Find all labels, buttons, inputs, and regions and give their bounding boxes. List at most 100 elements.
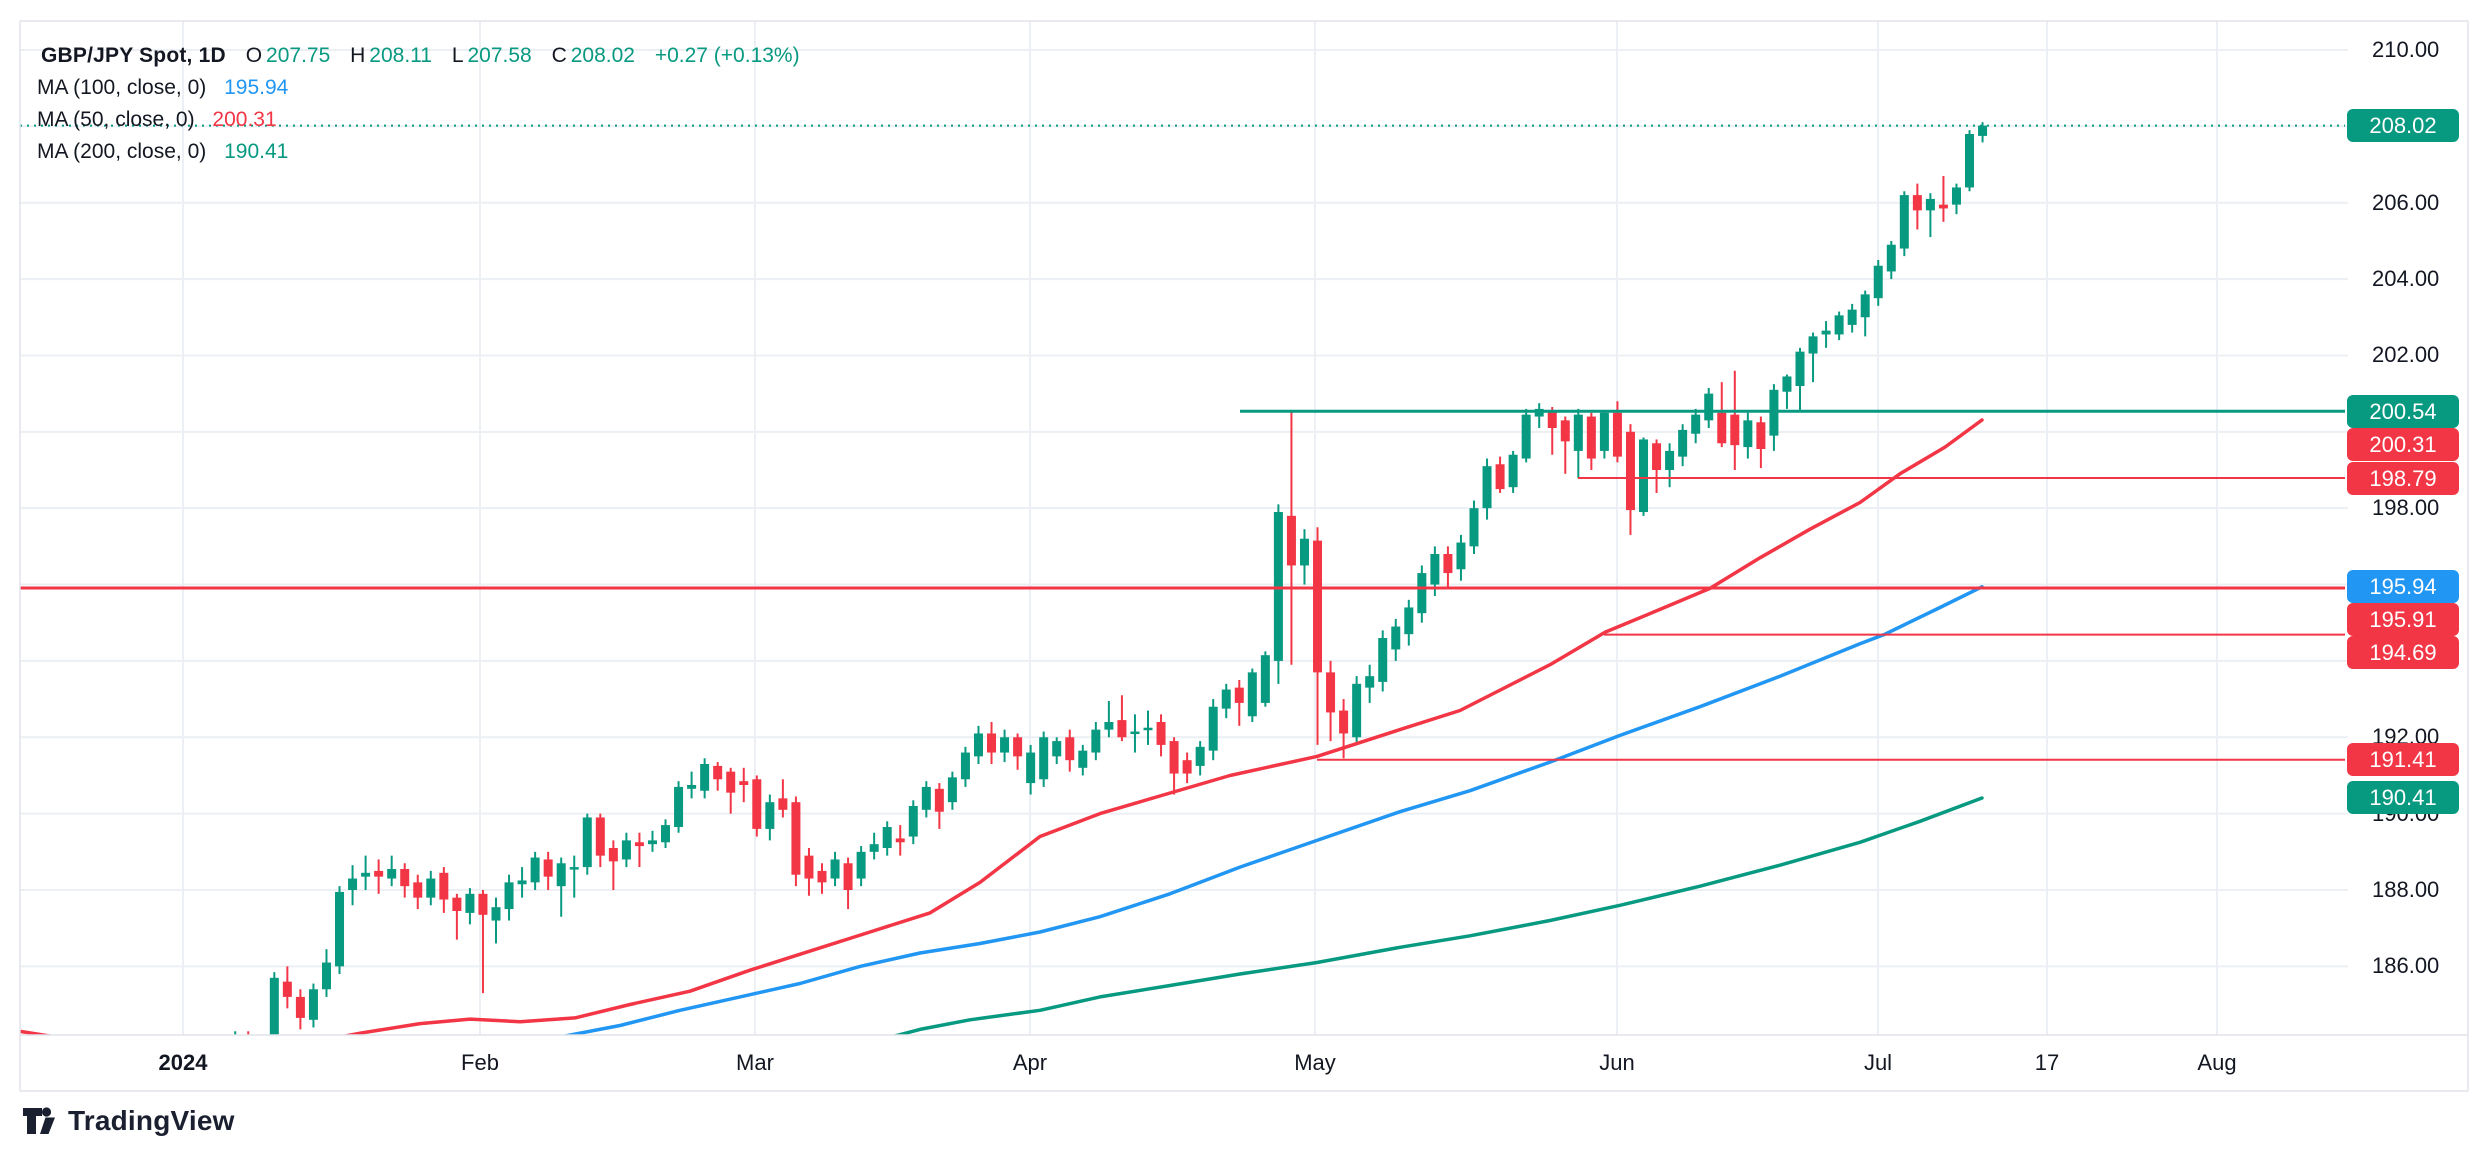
- tradingview-logo-text: TradingView: [68, 1105, 235, 1136]
- ma200-value: 190.41: [224, 140, 289, 163]
- time-tick-Feb: Feb: [461, 1050, 499, 1075]
- candle-body: [1808, 336, 1818, 354]
- price-tick-label: 210.00: [2372, 37, 2440, 62]
- candle-body: [1795, 351, 1805, 386]
- candle-body: [1443, 553, 1453, 574]
- candle-body: [1756, 422, 1766, 449]
- candle-body: [1026, 752, 1036, 784]
- price-badge-194.69: 194.69: [2347, 636, 2459, 670]
- candle-body: [1208, 706, 1218, 751]
- candle-body: [1156, 721, 1166, 745]
- candle-body: [713, 765, 723, 780]
- ma-line-ma100[interactable]: [500, 585, 1984, 1047]
- candle-body: [1925, 198, 1935, 211]
- candle-body: [1078, 750, 1088, 768]
- candle-body: [335, 891, 345, 967]
- candle-body: [804, 855, 814, 879]
- price-badge-208.02: 208.02: [2347, 109, 2459, 143]
- symbol-title[interactable]: GBP/JPY Spot, 1D: [41, 44, 226, 67]
- candle-body: [1104, 721, 1114, 730]
- time-tick-May: May: [1294, 1050, 1336, 1075]
- candle-body: [1130, 731, 1140, 735]
- candle-body: [348, 878, 358, 890]
- candle-body: [1599, 412, 1609, 451]
- candle-body: [765, 802, 775, 829]
- candle-body: [700, 763, 710, 791]
- candle-body: [1886, 244, 1896, 272]
- candle-body: [1469, 508, 1479, 547]
- symbol-row[interactable]: GBP/JPY Spot, 1D O 207.75 H 208.11 L 207.58…: [37, 40, 800, 72]
- close-label: C: [551, 44, 567, 67]
- candle-body: [439, 872, 449, 900]
- candle-body: [244, 1035, 253, 1046]
- candle-body: [869, 844, 879, 852]
- candle-body: [374, 870, 384, 877]
- candle-body: [778, 798, 788, 810]
- candle-body: [1652, 443, 1662, 470]
- candle-body: [1534, 408, 1544, 417]
- ma-layer: [20, 418, 1984, 1052]
- candle-body: [739, 781, 749, 785]
- candle-body: [1691, 414, 1701, 434]
- candle-body: [595, 817, 605, 856]
- candle-body: [361, 872, 371, 877]
- candle-body: [1912, 195, 1922, 211]
- candle-body: [387, 868, 397, 879]
- candle-body: [1782, 376, 1792, 392]
- ma50-row[interactable]: MA (50, close, 0) 200.31: [37, 104, 800, 136]
- price-tick-label: 198.00: [2372, 495, 2440, 521]
- candle-body: [843, 863, 853, 890]
- candle-body: [1313, 540, 1323, 673]
- candle-body: [856, 851, 866, 879]
- candle-body: [1704, 393, 1714, 421]
- candle-body: [973, 733, 983, 757]
- candle-body: [426, 878, 436, 898]
- candle-body: [1978, 125, 1988, 136]
- candle-body: [1508, 454, 1518, 488]
- low-value: 207.58: [467, 44, 532, 67]
- candle-body: [1665, 450, 1675, 470]
- candle-body: [1143, 727, 1153, 731]
- candle-body: [517, 880, 527, 885]
- candle-body: [1391, 626, 1401, 650]
- candle-body: [1378, 637, 1388, 682]
- candle-body: [687, 784, 697, 789]
- ma-line-ma200[interactable]: [862, 796, 1984, 1045]
- candle-body: [295, 996, 305, 1018]
- price-tick-label: 202.00: [2372, 342, 2440, 368]
- candle-body: [413, 882, 423, 898]
- candle-body: [1286, 515, 1296, 566]
- candle-body: [1326, 672, 1336, 713]
- candle-body: [608, 847, 618, 862]
- low-label: L: [451, 44, 464, 67]
- time-tick-Jun: Jun: [1599, 1050, 1635, 1075]
- candle-body: [1430, 553, 1440, 585]
- candle-body: [934, 788, 944, 812]
- time-tick-17: 17: [2034, 1050, 2060, 1075]
- candle-body: [647, 840, 657, 845]
- candle-body: [1273, 511, 1283, 661]
- candle-body: [1039, 737, 1049, 780]
- candle-body: [465, 893, 475, 913]
- candle-body: [1743, 420, 1753, 448]
- ma100-row[interactable]: MA (100, close, 0) 195.94: [37, 72, 800, 104]
- candle-body: [1860, 294, 1870, 318]
- ma-line-ma50[interactable]: [20, 418, 1984, 1052]
- tradingview-logo[interactable]: TradingView: [22, 1104, 235, 1138]
- candle-body: [1495, 464, 1505, 490]
- candle-body: [1899, 195, 1909, 249]
- candle-body: [1586, 416, 1596, 459]
- candle-body: [1821, 330, 1831, 335]
- candle-body: [1678, 429, 1688, 457]
- price-tick-label: 204.00: [2372, 266, 2440, 292]
- candle-body: [1234, 687, 1244, 703]
- candle-body: [960, 752, 970, 780]
- candle-body: [1639, 439, 1649, 512]
- candle-body: [921, 786, 931, 810]
- ma200-row[interactable]: MA (200, close, 0) 190.41: [37, 136, 800, 168]
- ma50-value: 200.31: [212, 108, 277, 131]
- price-badge-200.31: 200.31: [2347, 427, 2459, 461]
- candle-body: [947, 777, 957, 803]
